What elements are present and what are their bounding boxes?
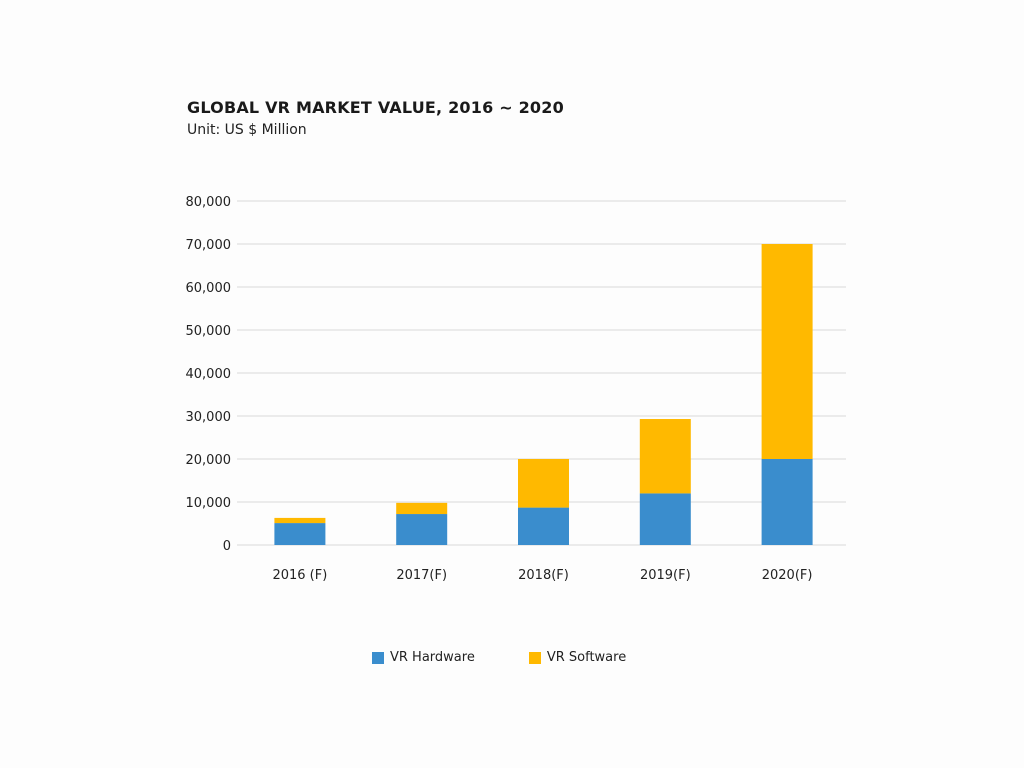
y-tick-label: 0 <box>223 539 231 554</box>
gridlines <box>237 200 846 546</box>
chart-title: GLOBAL VR MARKET VALUE, 2016 ~ 2020 <box>187 98 564 117</box>
bar-software <box>518 459 569 508</box>
bar-hardware <box>396 514 448 545</box>
legend-item-hardware: VR Hardware <box>372 650 475 665</box>
bars <box>274 244 813 545</box>
bar-software <box>639 419 691 494</box>
legend-label-software: VR Software <box>546 650 627 665</box>
y-tick-label: 70,000 <box>186 238 232 253</box>
y-tick-label: 20,000 <box>186 453 232 468</box>
x-tick-label: 2020(F) <box>762 568 813 583</box>
bar-hardware <box>274 523 326 545</box>
y-tick-label: 10,000 <box>186 496 232 511</box>
legend: VR Hardware VR Software <box>372 650 626 665</box>
y-tick-label: 50,000 <box>186 324 232 339</box>
chart-subtitle: Unit: US $ Million <box>187 122 307 138</box>
bar-software <box>761 244 813 459</box>
legend-swatch-hardware <box>372 651 384 664</box>
x-tick-label: 2017(F) <box>396 568 447 583</box>
bar-software <box>396 502 448 515</box>
x-tick-label: 2018(F) <box>518 568 569 583</box>
x-axis-ticks: 2016 (F) 2017(F) 2018(F) 2019(F) 2020(F) <box>272 568 812 583</box>
legend-label-hardware: VR Hardware <box>390 650 475 665</box>
legend-swatch-software <box>528 651 541 664</box>
x-tick-label: 2016 (F) <box>272 568 327 583</box>
x-tick-label: 2019(F) <box>640 568 691 583</box>
y-tick-label: 80,000 <box>186 195 232 210</box>
y-tick-label: 30,000 <box>186 410 232 425</box>
bar-hardware <box>518 507 569 545</box>
y-tick-label: 40,000 <box>186 367 232 382</box>
y-tick-label: 60,000 <box>186 281 232 296</box>
legend-item-software: VR Software <box>528 650 627 665</box>
bar-software <box>274 517 326 524</box>
y-axis-ticks: 0 10,000 20,000 30,000 40,000 50,000 60,000 70,… <box>186 195 232 554</box>
bar-hardware <box>761 459 813 545</box>
bar-hardware <box>639 493 691 545</box>
